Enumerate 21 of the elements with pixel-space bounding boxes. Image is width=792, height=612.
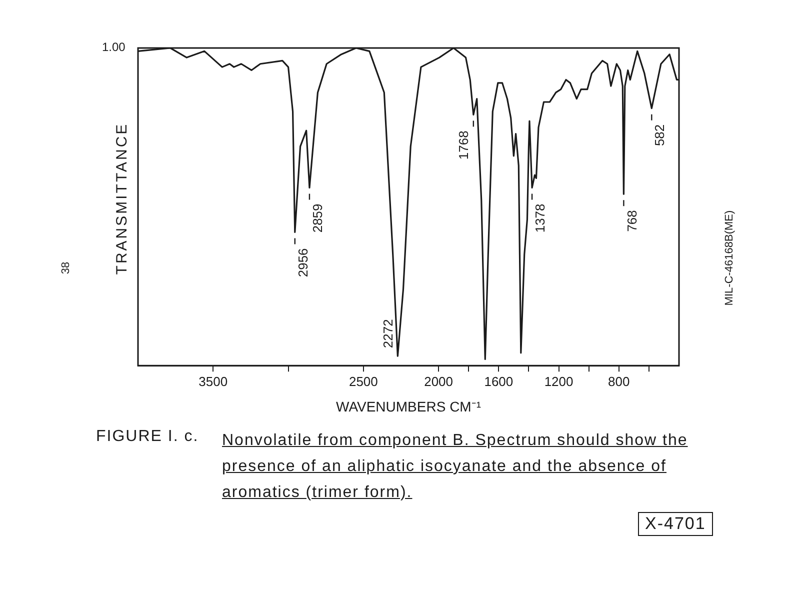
text: Nonvolatile from component B. Spectrum should show the presence of an aliphatic isocyanate and the absence of aromatics (trimer form). [222,431,689,503]
y-axis-title: TRANSMITTANCE [114,121,130,277]
x-axis-title: WAVENUMBERS CM⁻¹ [336,398,482,414]
text: X-4701 [638,512,713,536]
annotation: 2956 [295,248,310,278]
x-tick-label: 2500 [348,374,378,389]
text: MIL-C-46168B(ME) [724,210,736,306]
annotation: 1378 [532,204,548,233]
annotation: 2859 [310,204,326,233]
text: 38 [60,262,72,274]
annotation: 768 [624,210,640,232]
text: FIGURE I. c. [96,428,199,446]
x-tick-label: 1200 [544,374,574,389]
x-tick-label: 1600 [484,374,514,389]
annotation: 582 [652,124,668,146]
x-tick-label: 2000 [424,374,454,389]
text: 1.00 [102,40,126,54]
annotation: 2272 [380,319,396,348]
x-tick-label: 800 [608,374,630,389]
x-tick-label: 3500 [198,374,228,389]
annotation: 1768 [456,130,471,160]
